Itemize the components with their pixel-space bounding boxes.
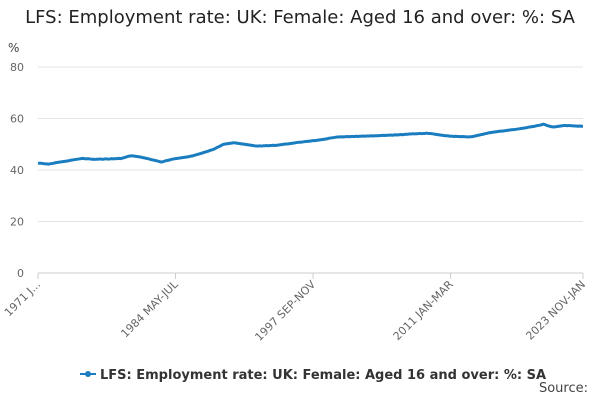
legend-label: LFS: Employment rate: UK: Female: Aged 1… [100,368,546,383]
x-tick-label: 2011 JAN-MAR [391,278,456,343]
data-line [37,122,583,166]
y-tick-label: 80 [10,61,24,74]
y-tick-label: 20 [10,216,24,229]
x-tick-label: 1984 MAY-JUL [118,277,181,340]
y-tick-label: 40 [10,164,24,177]
source: Source: [539,381,588,396]
y-tick-label: 60 [10,113,24,126]
legend-marker [85,371,91,377]
x-tick-label: 1997 SEP-NOV [252,278,318,344]
x-tick-label: 2023 NOV-JAN [523,278,588,343]
y-tick-label: 0 [17,267,24,280]
x-tick-label: 1971 J... [2,278,43,319]
y-axis-label: % [8,41,19,55]
chart-title: LFS: Employment rate: UK: Female: Aged 1… [25,7,575,28]
